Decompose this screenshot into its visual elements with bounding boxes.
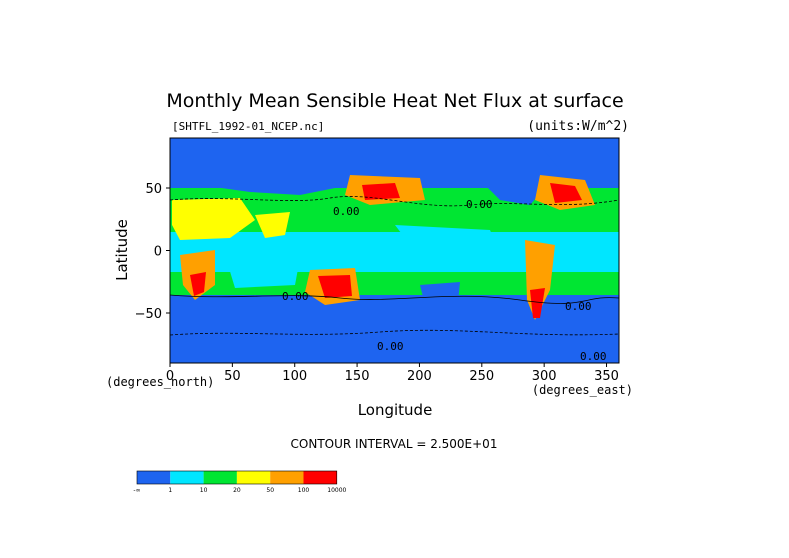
eurasia-cold xyxy=(200,142,370,195)
colorbar-swatch xyxy=(236,471,271,484)
colorbar-tick-label: 20 xyxy=(233,487,241,494)
contour-interval-note: CONTOUR INTERVAL = 2.500E+01 xyxy=(291,437,498,451)
indian-ocean-patch xyxy=(225,255,300,288)
x-tick-label: 300 xyxy=(532,369,557,384)
chart-title: Monthly Mean Sensible Heat Net Flux at s… xyxy=(166,90,623,112)
contour-label: 0.00 xyxy=(377,340,404,353)
y-tick-label: 50 xyxy=(145,182,162,197)
kuroshio-core xyxy=(362,183,400,200)
south-america-core xyxy=(530,288,545,318)
colorbar-swatch xyxy=(137,471,171,484)
africa-red xyxy=(190,272,206,296)
x-tick-label: 200 xyxy=(407,369,432,384)
gulfstream-core xyxy=(550,183,582,203)
contour-line xyxy=(170,196,619,207)
units-label: (units:W/m^2) xyxy=(527,119,629,134)
x-tick-label: 0 xyxy=(166,369,174,384)
colorbar-tick-label: 10000 xyxy=(327,487,346,494)
map-plot-area: 0.00 0.00 0.00 0.00 0.00 0.00 xyxy=(169,137,620,364)
x-tick-label: 150 xyxy=(345,369,370,384)
y-unit-note: (degrees_north) xyxy=(106,375,214,389)
colorbar-legend: -∞ 1 10 20 50 100 10000 xyxy=(133,470,347,494)
y-axis-label: Latitude xyxy=(113,219,131,281)
colorbar-tick-label: 50 xyxy=(266,487,274,494)
contour-label: 0.00 xyxy=(466,198,493,211)
sahara-warm xyxy=(172,198,255,240)
y-tick-label: −50 xyxy=(135,307,162,322)
dataset-label: [SHTFL_1992-01_NCEP.nc] xyxy=(172,120,324,133)
colorbar-frame xyxy=(136,470,338,485)
y-tick-label: 0 xyxy=(154,245,162,260)
colorbar-tick-label: 1 xyxy=(168,487,172,494)
colorbar-swatch xyxy=(303,471,337,484)
colorbar-swatch xyxy=(203,471,237,484)
colorbar-tick-label: -∞ xyxy=(133,487,140,494)
mid-pacific-patch xyxy=(395,225,500,258)
x-axis-label: Longitude xyxy=(358,401,433,419)
colorbar-tick-label: 100 xyxy=(298,487,310,494)
contour-line xyxy=(170,329,619,336)
colorbar-swatch xyxy=(270,471,304,484)
colorbar-tick-label: 10 xyxy=(200,487,208,494)
australia-core xyxy=(318,275,352,298)
contour-label: 0.00 xyxy=(333,205,360,218)
x-tick-label: 100 xyxy=(282,369,307,384)
south-pacific-patch xyxy=(420,282,460,305)
antarctic-band xyxy=(170,335,619,363)
contour-label: 0.00 xyxy=(580,350,607,363)
x-tick-label: 50 xyxy=(224,369,241,384)
y-axis-ticks: 50 0 −50 xyxy=(135,182,170,322)
contour-label: 0.00 xyxy=(282,290,309,303)
x-axis-ticks: 0 50 100 150 200 250 300 350 xyxy=(166,363,619,384)
india-warm xyxy=(255,212,290,238)
contour-label: 0.00 xyxy=(565,300,592,313)
southern-ocean-band xyxy=(170,295,619,335)
x-unit-note: (degrees_east) xyxy=(532,383,633,397)
colorbar-swatch xyxy=(170,471,204,484)
x-tick-label: 250 xyxy=(469,369,494,384)
x-tick-label: 350 xyxy=(594,369,619,384)
contour-line xyxy=(170,294,619,304)
flux-field xyxy=(170,138,619,363)
